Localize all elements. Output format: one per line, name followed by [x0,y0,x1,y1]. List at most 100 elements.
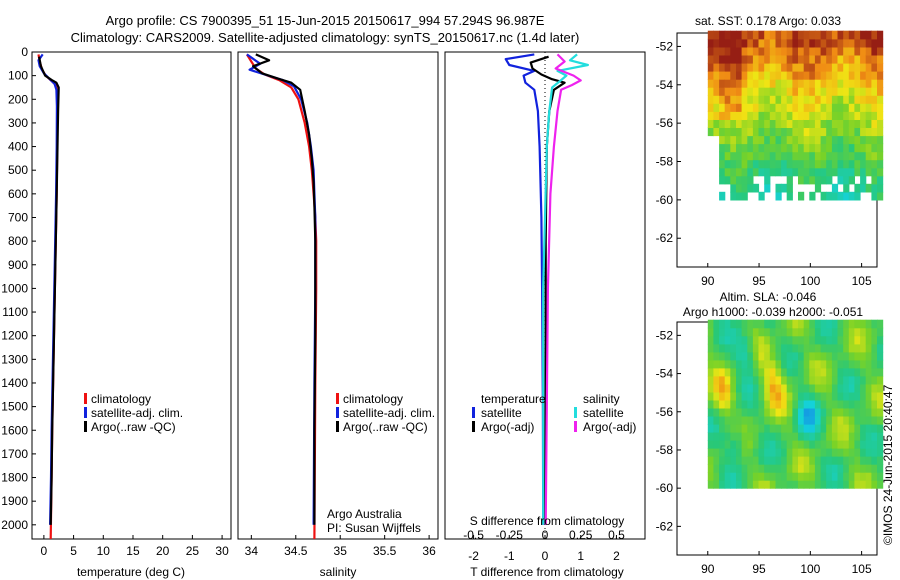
map-cell [752,351,760,361]
map-cell [775,407,782,417]
map-cell [713,71,720,80]
map-cell [865,383,872,393]
map-cell [877,375,884,385]
map-cell [826,62,833,72]
map-cell [843,391,850,401]
map-cell [736,191,743,201]
map-cell [809,38,816,48]
map-cell [781,62,788,72]
map-cell [820,38,827,48]
map-cell [871,351,878,361]
map-cell [769,367,776,377]
map-cell [781,127,788,137]
map-cell [719,472,726,481]
map-cell [865,343,872,353]
map-cell [764,46,771,56]
map-cell [826,151,833,161]
map-cell [724,135,731,145]
map-cell [730,54,737,64]
legend-swatch-satellite [84,407,87,418]
map-cell [741,424,748,433]
map-cell [843,183,850,193]
map-cell [775,359,782,369]
map-y-tick-label: -54 [656,78,674,92]
map-cell [871,54,878,64]
map-cell [820,30,827,40]
map-cell [826,127,833,137]
map-cell [837,375,844,385]
map-cell [860,367,867,377]
map-cell [707,391,714,401]
map-cell [860,175,867,185]
map-cell [758,327,765,337]
map-cell [769,103,776,112]
map-cell [798,127,805,137]
map-cell [877,440,884,449]
map-cell [707,54,714,64]
map-cell [860,359,867,369]
map-cell [713,375,720,385]
map-cell [854,103,861,112]
map-cell [809,464,816,473]
map-cell [792,87,799,96]
map-cell [786,416,793,425]
map-cell [775,103,782,112]
map-cell [865,183,872,193]
map-cell [724,383,731,393]
map-cell [865,62,872,72]
map-cell [860,480,867,489]
map-cell [781,103,788,112]
map-cell [848,167,855,177]
map-y-tick-label: -52 [656,328,674,342]
map-cell [820,103,827,112]
map-cell [758,351,765,361]
map-cell [781,87,788,96]
legend-swatch-satellite [336,407,339,418]
map-cell [792,127,799,137]
map-cell [713,119,720,128]
map-cell [803,480,810,489]
map-cell [752,71,760,80]
map-cell [775,480,782,489]
map-cell [848,399,855,409]
map-cell [860,38,867,48]
map-cell [877,151,884,161]
map-cell [814,175,822,185]
map-cell [713,103,720,112]
map-cell [848,62,855,72]
depth-tick-label: 700 [8,210,28,224]
map-cell [792,111,799,120]
map-cell [831,95,839,104]
map-cell [786,79,793,88]
map-cell [831,319,839,329]
legend-swatch-temp-satellite [472,407,475,418]
map-cell [769,416,776,425]
map-cell [848,343,855,353]
map-cell [877,46,884,56]
map-cell [860,375,867,385]
map-cell [741,367,748,377]
map-cell [781,456,788,465]
map-cell [837,440,844,449]
map-cell [736,456,743,465]
temperature-xlabel: temperature (deg C) [77,565,185,579]
map-cell [803,119,810,128]
map-cell [860,464,867,473]
map-cell [826,464,833,473]
map-cell [860,30,867,40]
map-cell [871,151,878,161]
map-cell [792,103,799,112]
map-cell [809,456,816,465]
map-cell [713,383,720,393]
map-cell [877,30,884,40]
map-cell [769,111,776,120]
map-cell [843,335,850,345]
map-cell [713,54,720,64]
map-cell [747,183,754,193]
map-cell [837,143,844,153]
map-cell [798,448,805,457]
map-cell [871,399,878,409]
sla-map-axes: 90 95 100 105 -52 -54 -56 -58 -60 -62 [656,328,872,576]
map-cell [752,375,760,385]
map-cell [837,79,844,88]
